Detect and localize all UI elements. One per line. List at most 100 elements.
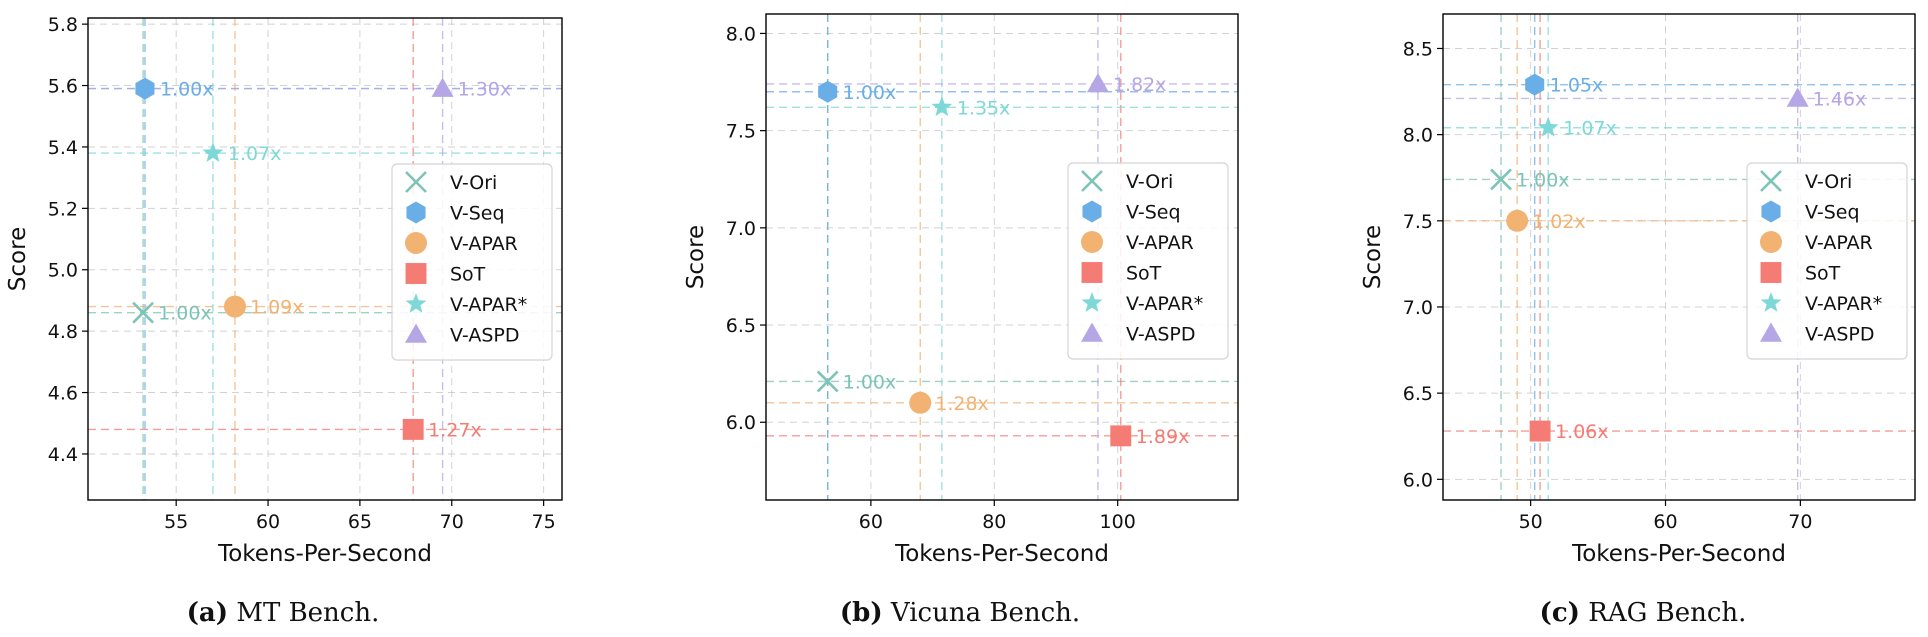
caption-a-label: (a) [186,598,229,628]
caption-b: (b) Vicuna Bench. [840,598,1080,628]
legend-marker-0 [405,171,427,193]
series-1-point [135,77,155,100]
y-tick-label: 7.0 [1403,297,1433,319]
legend-box [1067,162,1229,360]
legend-label-5: V-ASPD [1126,324,1195,346]
legend-label-2: V-APAR [450,233,518,255]
y-tick-label: 5.2 [48,198,78,220]
series-2-point [1506,209,1529,232]
y-tick-label: 4.8 [48,321,78,343]
legend-marker-5 [1081,322,1103,342]
series-3-data-label: 1.06x [1555,421,1609,443]
caption-a: (a) MT Bench. [187,598,380,628]
caption-c-label: (c) [1539,598,1580,628]
legend-label-4: V-APAR* [1126,293,1203,315]
legend-marker-1 [1761,200,1781,223]
legend-marker-1 [406,201,426,224]
series-0-point [1490,168,1512,191]
y-axis-label: Score [1360,225,1386,289]
series-4-point [931,96,953,117]
legend-label-3: SoT [1805,263,1841,285]
x-tick-label: 60 [256,511,280,533]
series-1-point [818,80,838,103]
x-tick-label: 60 [1653,511,1677,533]
x-tick-label: 50 [1519,511,1543,533]
x-tick-label: 65 [348,511,372,533]
legend-marker-3 [1760,262,1782,283]
series-4-data-label: 1.35x [957,97,1011,119]
legend-marker-2 [1081,231,1103,253]
legend-label-2: V-APAR [1126,232,1194,254]
legend: V-Ori V-Seq V-APAR SoT V-APAR* V-ASPD [391,163,553,361]
x-axis-label: Tokens-Per-Second [217,541,432,567]
series-1-data-label: 1.00x [160,79,214,101]
legend-label-5: V-ASPD [450,325,519,347]
legend-marker-0 [1081,170,1103,192]
x-tick-label: 80 [982,511,1006,533]
series-2-data-label: 1.02x [1532,211,1586,233]
legend-label-4: V-APAR* [450,294,527,316]
series-4-data-label: 1.07x [228,143,282,165]
series-3-point [1529,420,1551,442]
plot-frame [1442,13,1916,501]
legend-marker-1 [1082,200,1102,223]
series-2-data-label: 1.09x [250,297,304,319]
series-0-point [816,370,839,393]
series-5-data-label: 1.82x [1113,74,1167,96]
legend-marker-4 [1760,292,1782,312]
series-3-data-label: 1.89x [1136,426,1190,448]
caption-b-text: Vicuna Bench. [890,598,1081,628]
series-3-point [1110,425,1132,447]
y-tick-label: 5.8 [48,14,78,36]
y-tick-label: 7.0 [726,218,756,240]
series-0-data-label: 1.00x [158,303,212,325]
y-tick-label: 6.5 [1403,383,1433,405]
legend-label-5: V-ASPD [1805,324,1874,346]
series-2-data-label: 1.28x [935,393,989,415]
series-0-data-label: 1.00x [1516,169,1570,191]
series-1-point [1525,73,1545,96]
legend-label-0: V-Ori [1805,171,1852,193]
series-4-point [202,142,224,162]
caption-b-label: (b) [839,598,883,628]
chart-2: 50 60 70 6.0 6.5 7.0 7.5 8.0 8.5 Tokens-Per-Secon… [1360,13,1916,567]
y-axis-label: Score [5,227,31,291]
series-0-point [132,301,155,324]
caption-c-text: RAG Bench. [1588,598,1747,628]
legend-box [391,163,553,361]
series-5-data-label: 1.30x [458,79,512,101]
y-tick-label: 8.0 [726,23,756,45]
y-tick-label: 8.0 [1403,125,1433,147]
x-tick-label: 70 [440,511,464,533]
x-tick-label: 55 [164,511,188,533]
legend: V-Ori V-Seq V-APAR SoT V-APAR* V-ASPD [1067,162,1229,360]
y-tick-label: 7.5 [1403,211,1433,233]
x-axis-label: Tokens-Per-Second [894,541,1109,567]
legend: V-Ori V-Seq V-APAR SoT V-APAR* V-ASPD [1746,162,1908,360]
y-tick-label: 4.4 [48,444,78,466]
legend-marker-3 [405,263,427,284]
series-2-point [223,295,246,318]
series-4-data-label: 1.07x [1563,118,1617,140]
y-tick-label: 6.0 [1403,469,1433,491]
chart-0: 55 60 65 70 75 4.4 4.6 4.8 5.0 5.2 5.4 5.6 5.8 Tokens… [5,14,563,567]
y-tick-label: 6.5 [726,315,756,337]
legend-label-0: V-Ori [450,172,497,194]
x-tick-label: 75 [532,511,556,533]
y-axis-label: Score [683,225,709,289]
y-tick-label: 6.0 [726,412,756,434]
chart-1: 60 80 100 6.0 6.5 7.0 7.5 8.0 Tokens-Per-Second S… [683,13,1239,567]
series-2-point [909,391,932,414]
legend-label-0: V-Ori [1126,171,1173,193]
y-tick-label: 8.5 [1403,38,1433,60]
legend-marker-0 [1760,170,1782,192]
x-tick-label: 100 [1100,511,1136,533]
y-tick-label: 5.4 [48,137,78,159]
caption-a-text: MT Bench. [236,598,380,628]
legend-marker-2 [405,232,427,254]
legend-label-1: V-Seq [450,203,505,225]
legend-box [1746,162,1908,360]
legend-label-3: SoT [1126,263,1162,285]
x-axis-label: Tokens-Per-Second [1571,541,1786,567]
